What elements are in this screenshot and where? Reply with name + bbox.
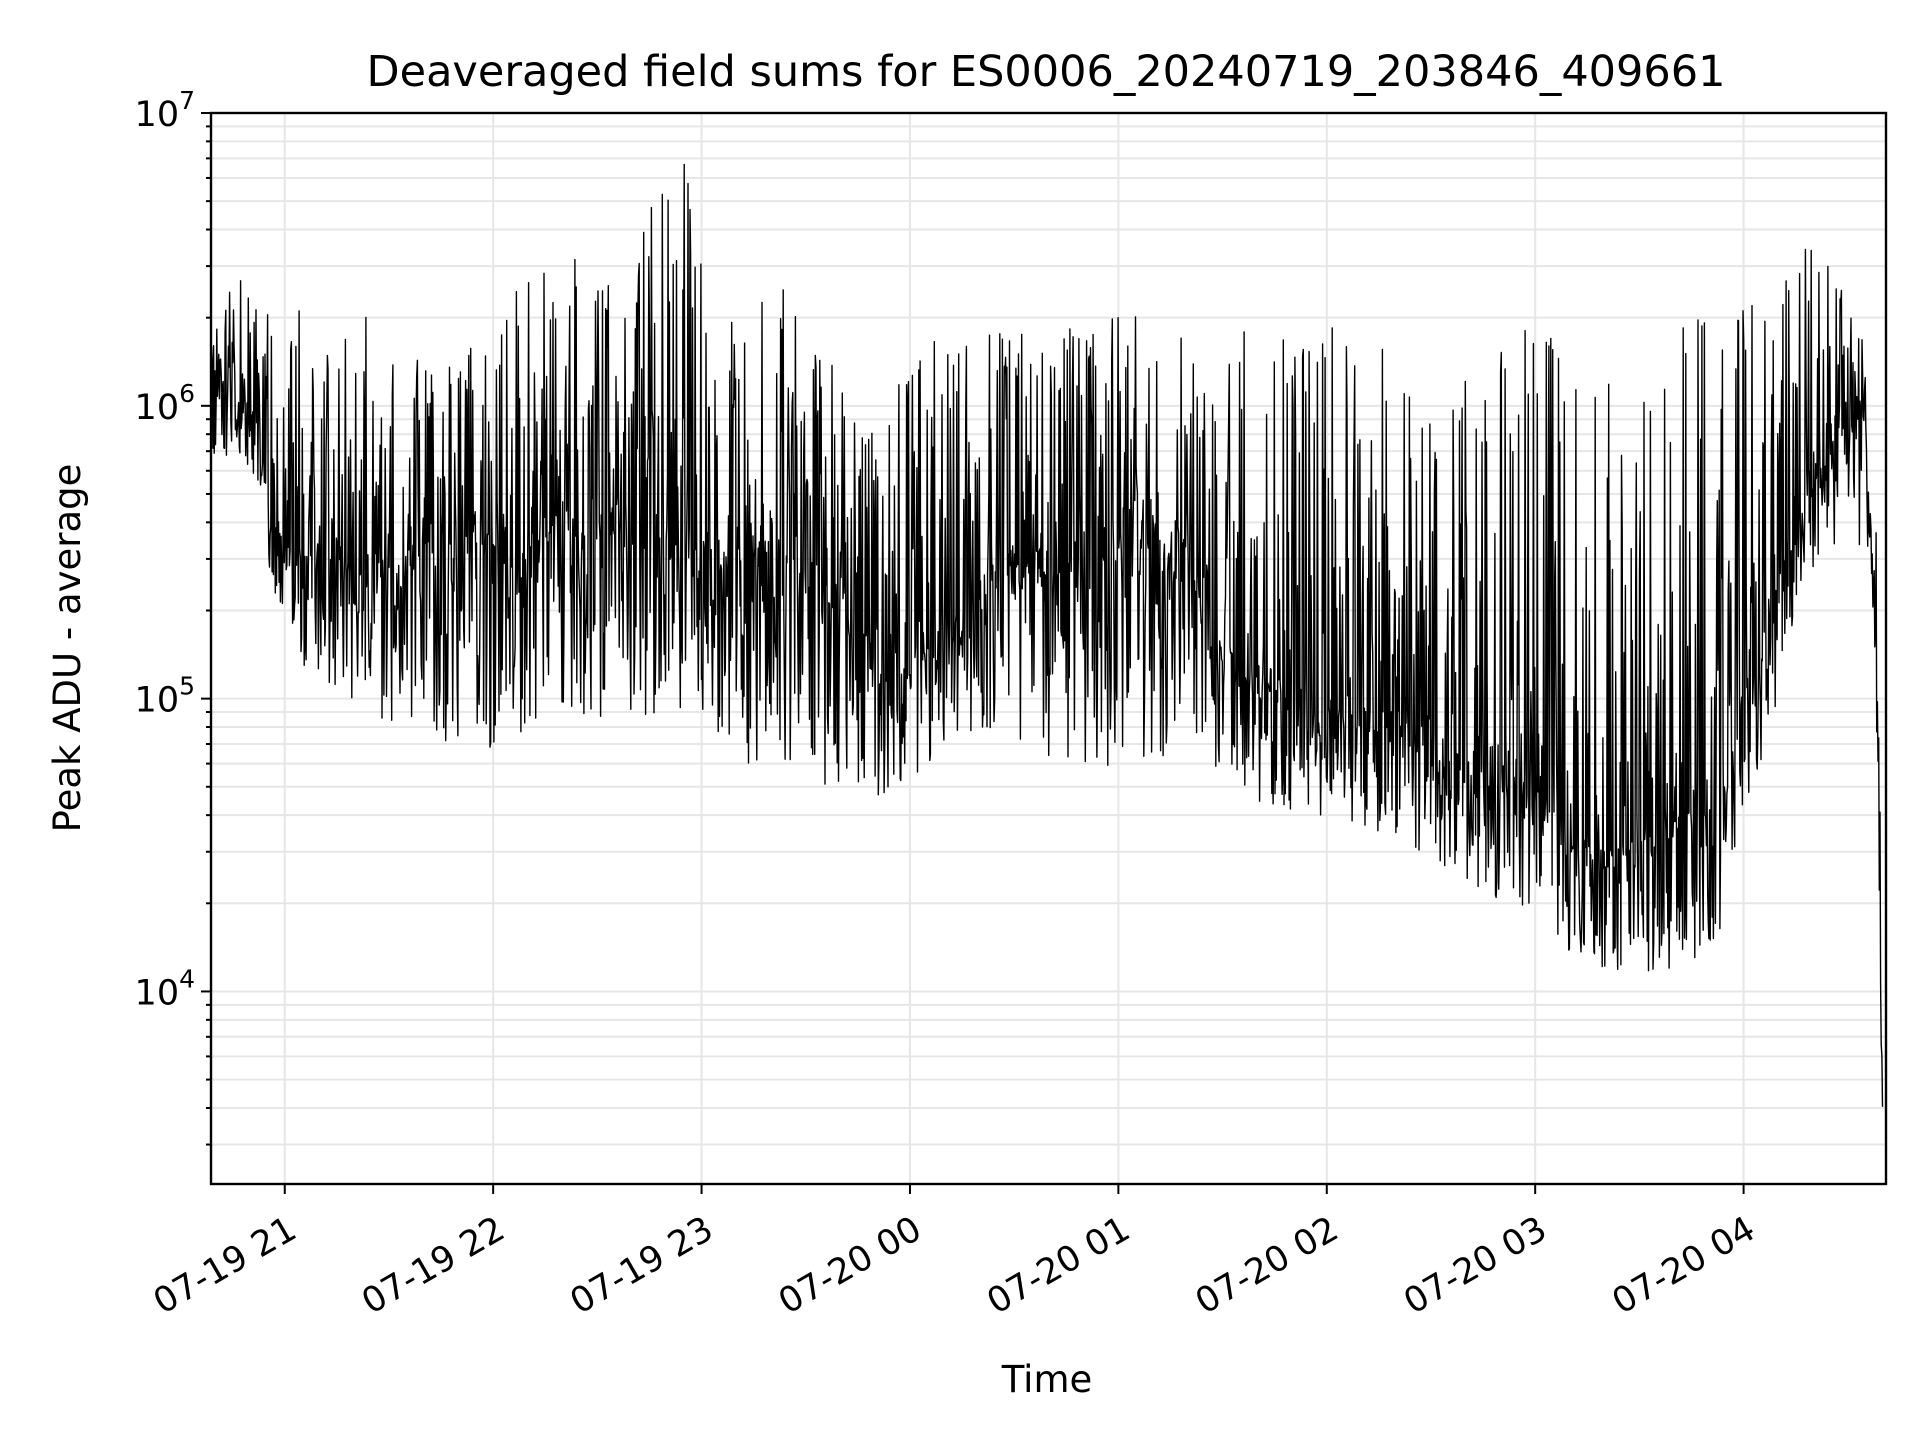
series-line (210, 163, 1884, 1107)
y-tick-exponent: 4 (179, 964, 195, 993)
y-tick-base: 10 (135, 681, 180, 721)
y-tick-label: 106 (135, 379, 195, 428)
y-tick-exponent: 7 (179, 86, 195, 115)
y-tick-label: 104 (135, 964, 195, 1013)
y-tick-exponent: 6 (179, 379, 195, 408)
series-layer (210, 163, 1884, 1107)
y-tick-base: 10 (135, 973, 180, 1013)
y-tick-label: 105 (135, 672, 195, 721)
x-axis-label: Time (1001, 1358, 1093, 1401)
y-tick-base: 10 (135, 95, 180, 135)
y-tick-exponent: 5 (179, 672, 195, 701)
y-tick-base: 10 (135, 388, 180, 428)
plot-frame (209, 111, 1888, 1186)
chart-title: Deaveraged field sums for ES0006_2024071… (367, 47, 1726, 97)
y-axis-label: Peak ADU - average (46, 464, 89, 833)
y-tick-label: 107 (135, 86, 195, 135)
